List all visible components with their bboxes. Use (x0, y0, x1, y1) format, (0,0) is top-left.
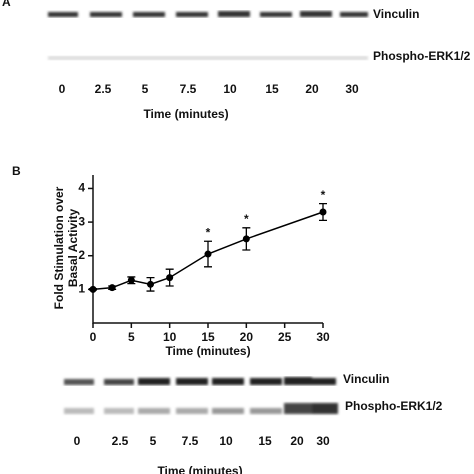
point (147, 280, 154, 288)
blot-label: Vinculin (343, 372, 389, 386)
annotation: * (206, 225, 211, 239)
blot-a (48, 11, 368, 17)
y-axis-title: Basal Activity (66, 209, 80, 288)
axis-title: Time (minutes) (157, 464, 242, 474)
x-tick-label: 5 (128, 330, 135, 344)
point (166, 274, 174, 282)
blot-a-faint (48, 56, 368, 60)
axis-title: Time (minutes) (143, 107, 228, 121)
lane-label: 20 (290, 434, 304, 448)
y-tick-label: 2 (78, 248, 85, 262)
lane-label: 15 (265, 82, 279, 96)
panel-label: B (12, 164, 21, 178)
x-tick-label: 10 (163, 330, 177, 344)
blot-label: Vinculin (373, 7, 419, 21)
x-tick-label: 20 (240, 330, 254, 344)
y-axis-title: Fold Stimulation over (52, 186, 66, 309)
x-tick-label: 0 (90, 330, 97, 344)
lane-label: 10 (219, 434, 233, 448)
lane-label: 15 (258, 434, 272, 448)
lane-label: 7.5 (180, 82, 197, 96)
lane-label: 7.5 (182, 434, 199, 448)
lane-label: 0 (59, 82, 66, 96)
blot-label: Phospho-ERK1/2 (373, 49, 471, 63)
blot-label: Phospho-ERK1/2 (345, 399, 443, 413)
lane-label: 30 (316, 434, 330, 448)
point (127, 276, 135, 284)
annotation: * (321, 188, 326, 202)
lane-label: 30 (345, 82, 359, 96)
lane-label: 20 (305, 82, 319, 96)
lane-label: 0 (74, 434, 81, 448)
blot-b-phospho (64, 403, 338, 414)
point (89, 285, 97, 293)
y-tick-label: 4 (78, 181, 85, 195)
point (242, 235, 250, 243)
blot-b (64, 377, 336, 385)
y-tick-label: 1 (78, 282, 85, 296)
panel-label: A (2, 0, 11, 9)
point (319, 208, 327, 216)
y-tick-label: 3 (78, 214, 85, 228)
point (204, 250, 212, 258)
x-tick-label: 15 (201, 330, 215, 344)
x-axis-title: Time (minutes) (165, 344, 250, 358)
lane-label: 5 (142, 82, 149, 96)
x-tick-label: 30 (316, 330, 330, 344)
x-tick-label: 25 (278, 330, 292, 344)
lane-label: 2.5 (95, 82, 112, 96)
lane-label: 10 (223, 82, 237, 96)
annotation: * (244, 212, 249, 226)
point (108, 284, 116, 292)
lane-label: 5 (150, 434, 157, 448)
lane-label: 2.5 (112, 434, 129, 448)
